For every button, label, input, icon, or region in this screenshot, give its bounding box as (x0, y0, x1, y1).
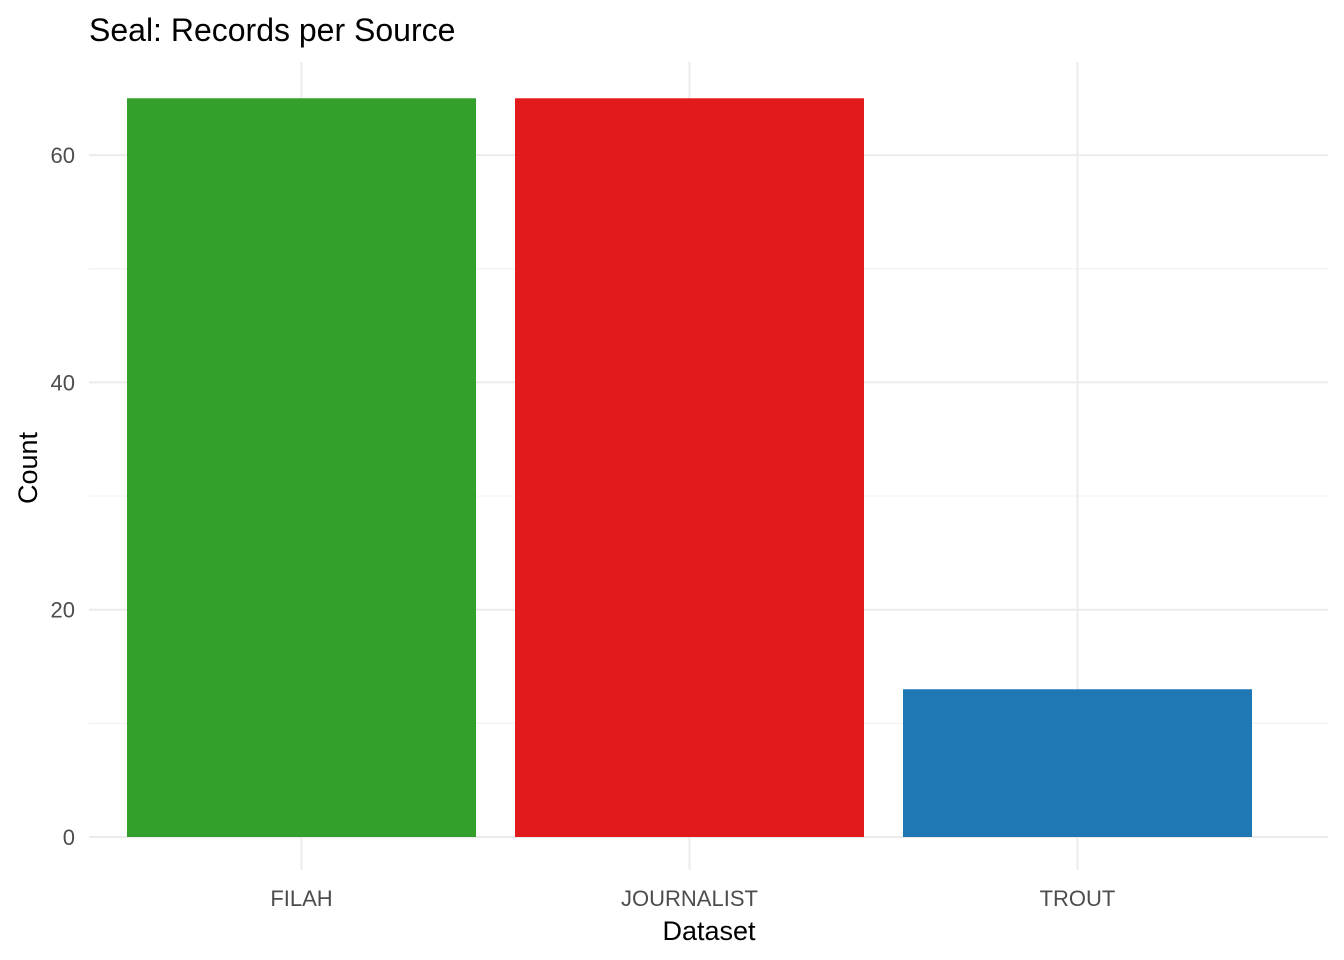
y-tick-label: 0 (63, 825, 75, 850)
bar-trout (903, 689, 1252, 837)
x-tick-label: FILAH (270, 886, 332, 911)
x-axis-tick-labels: FILAH JOURNALIST TROUT (270, 886, 1115, 911)
x-tick-label: JOURNALIST (621, 886, 758, 911)
bar-filah (127, 98, 476, 837)
chart-title: Seal: Records per Source (89, 12, 455, 48)
y-tick-label: 20 (51, 598, 75, 623)
x-axis-title: Dataset (662, 916, 756, 946)
bars (127, 98, 1252, 837)
y-tick-label: 40 (51, 370, 75, 395)
bar-journalist (515, 98, 864, 837)
y-tick-label: 60 (51, 143, 75, 168)
x-tick-label: TROUT (1040, 886, 1116, 911)
y-axis-title: Count (13, 431, 43, 504)
y-axis-tick-labels: 0 20 40 60 (51, 143, 75, 850)
